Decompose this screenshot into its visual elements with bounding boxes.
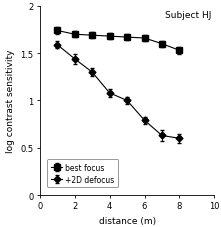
Y-axis label: log contrast sensitivity: log contrast sensitivity [6, 49, 15, 153]
X-axis label: distance (m): distance (m) [99, 216, 156, 225]
Text: Subject HJ: Subject HJ [164, 11, 211, 20]
Legend: best focus, +2D defocus: best focus, +2D defocus [47, 159, 118, 188]
